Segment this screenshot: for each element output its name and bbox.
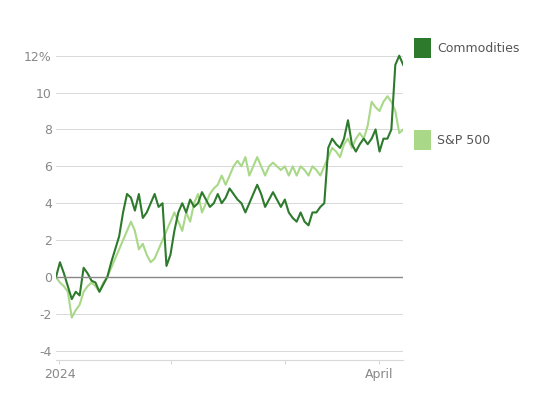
Text: Commodities: Commodities [437, 42, 519, 54]
Text: S&P 500: S&P 500 [437, 134, 490, 146]
